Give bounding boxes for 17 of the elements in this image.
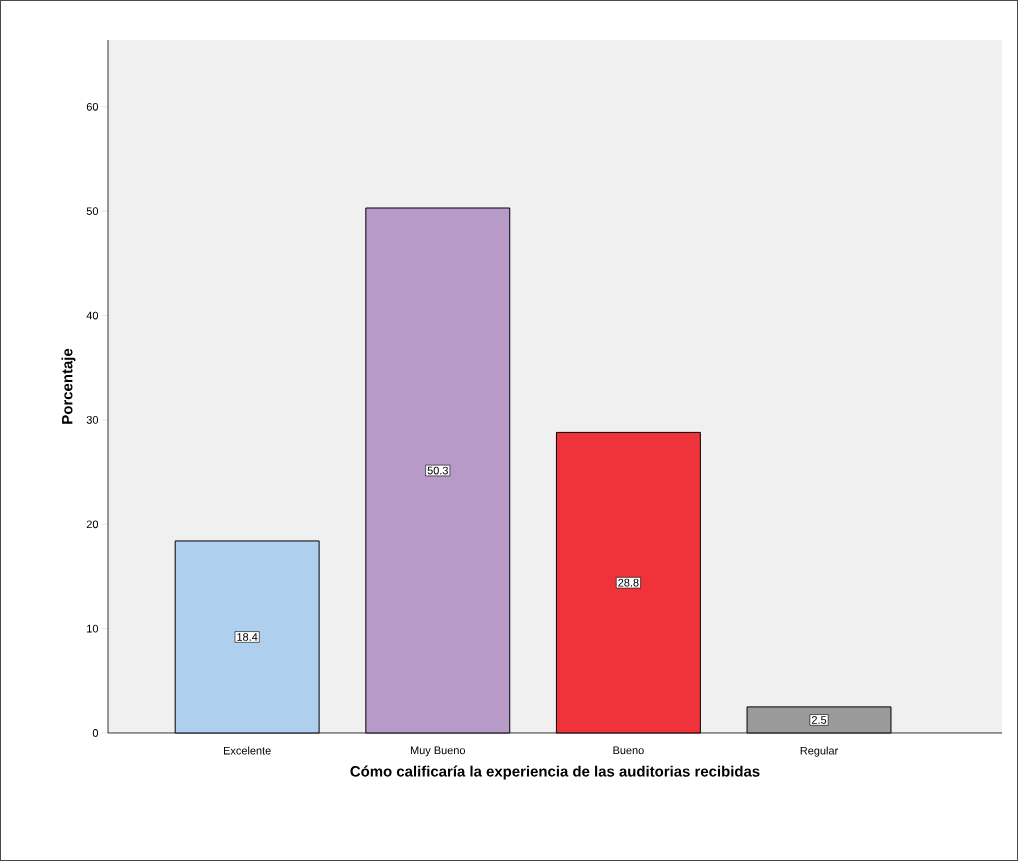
y-tick-label: 20 (86, 520, 99, 529)
y-tick-label: 40 (86, 311, 99, 320)
data-label: 50.3 (427, 466, 448, 475)
y-tick-label: 10 (87, 624, 99, 633)
x-tick-label: Bueno (613, 746, 644, 755)
x-tick-label: Muy Bueno (410, 746, 466, 757)
y-axis-title: Porcentaje (61, 348, 76, 424)
y-tick-label: 0 (92, 729, 99, 737)
data-label: 28.8 (618, 578, 639, 587)
x-tick-label: Regular (800, 746, 839, 757)
x-tick-label: Excelente (224, 746, 271, 755)
y-tick-label: 60 (86, 102, 99, 111)
x-axis-title: Cómo calificaría la experiencia de las auditorias recibidas (350, 765, 760, 780)
data-label: 2.5 (811, 716, 827, 724)
y-tick-label: 30 (86, 416, 99, 424)
data-label: 18.4 (237, 633, 258, 641)
y-tick-label: 50 (86, 207, 99, 216)
